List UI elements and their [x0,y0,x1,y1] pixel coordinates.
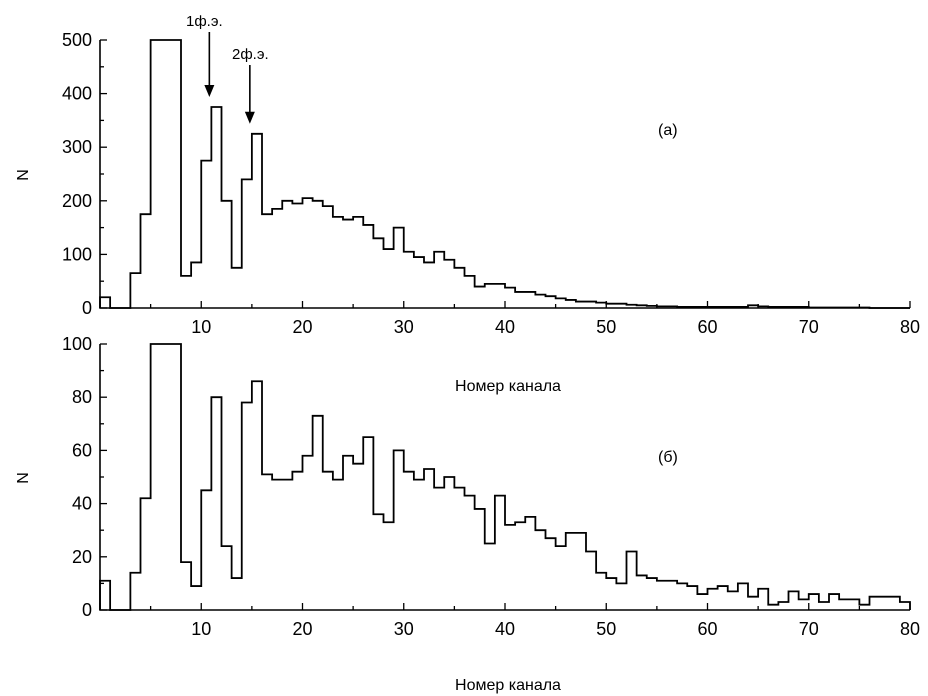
y-tick-label: 400 [62,84,92,104]
annotation-1pe-label: 1ф.э. [186,13,223,30]
x-tick-label: 40 [495,317,515,337]
histogram-line-b [99,343,911,611]
x-tick-label: 70 [799,317,819,337]
panel-b: 0 20 40 60 80 100 10 20 30 40 50 60 70 80 N (б) Номе… [15,334,920,694]
y-ticks-a: 0 100 200 300 400 500 [62,30,107,318]
y-tick-label: 60 [72,440,92,460]
y-tick-label: 0 [82,298,92,318]
x-ticks-b: 10 20 30 40 50 60 70 80 [99,603,920,639]
x-tick-label: 80 [900,317,920,337]
x-tick-label: 50 [596,317,616,337]
panel-label-b: (б) [658,449,678,466]
y-tick-label: 500 [62,30,92,50]
annotation-arrows [204,32,255,124]
annotation-arrow-head [244,111,255,124]
y-tick-label: 100 [62,244,92,264]
x-tick-label: 30 [394,317,414,337]
x-tick-label: 20 [292,317,312,337]
y-tick-label: 200 [62,191,92,211]
annotation-2pe-label: 2ф.э. [232,46,269,63]
x-ticks-a: 10 20 30 40 50 60 70 80 [99,301,920,337]
x-axis-title-b: Номер канала [455,677,561,694]
x-tick-label: 70 [799,619,819,639]
x-axis-title-a: Номер канала [455,378,561,395]
y-axis-title-a: N [15,169,32,181]
y-tick-label: 20 [72,547,92,567]
x-tick-label: 40 [495,619,515,639]
annotation-arrow-head [204,85,215,97]
y-tick-label: 40 [72,494,92,514]
x-tick-label: 10 [191,317,211,337]
y-tick-label: 0 [82,600,92,620]
panel-label-a: (a) [658,122,678,139]
histogram-line-a [99,39,910,309]
y-tick-label: 80 [72,387,92,407]
y-ticks-b: 0 20 40 60 80 100 [62,334,107,620]
x-tick-label: 30 [394,619,414,639]
y-axis-title-b: N [15,472,32,484]
x-tick-label: 60 [697,619,717,639]
x-tick-label: 80 [900,619,920,639]
y-tick-label: 100 [62,334,92,354]
x-tick-label: 60 [697,317,717,337]
x-tick-label: 20 [292,619,312,639]
x-tick-label: 50 [596,619,616,639]
x-tick-label: 10 [191,619,211,639]
y-tick-label: 300 [62,137,92,157]
